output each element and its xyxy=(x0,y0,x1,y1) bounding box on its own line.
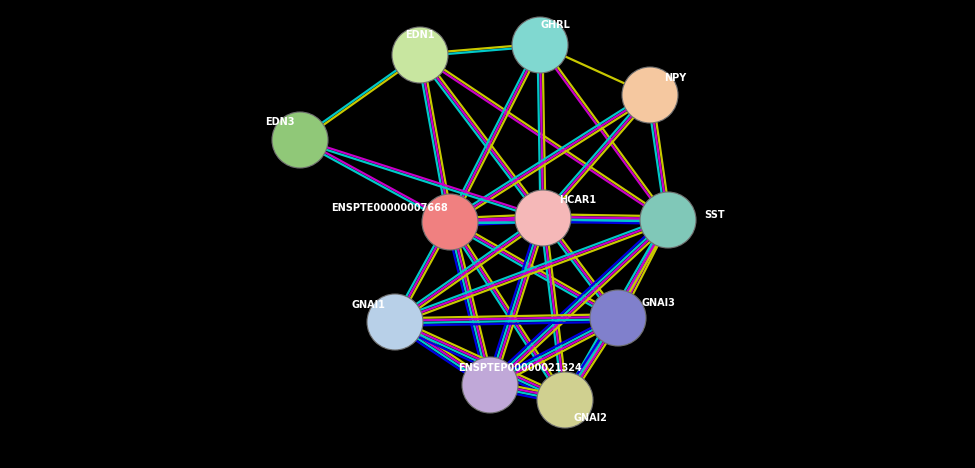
Text: ENSPTEP00000021324: ENSPTEP00000021324 xyxy=(458,363,582,373)
Text: GNAI3: GNAI3 xyxy=(642,298,675,308)
Text: EDN3: EDN3 xyxy=(265,117,294,127)
Circle shape xyxy=(367,294,423,350)
Circle shape xyxy=(512,17,568,73)
Text: SST: SST xyxy=(705,210,725,220)
Text: NPY: NPY xyxy=(664,73,686,83)
Circle shape xyxy=(272,112,328,168)
Text: HCAR1: HCAR1 xyxy=(560,195,597,205)
Circle shape xyxy=(462,357,518,413)
Circle shape xyxy=(422,194,478,250)
Circle shape xyxy=(515,190,571,246)
Text: GHRL: GHRL xyxy=(540,20,570,30)
Text: GNAI1: GNAI1 xyxy=(351,300,385,310)
Circle shape xyxy=(537,372,593,428)
Text: EDN1: EDN1 xyxy=(406,30,435,40)
Text: GNAI2: GNAI2 xyxy=(573,413,606,423)
Text: ENSPTE00000007668: ENSPTE00000007668 xyxy=(332,203,448,213)
Circle shape xyxy=(640,192,696,248)
Circle shape xyxy=(622,67,678,123)
Circle shape xyxy=(590,290,646,346)
Circle shape xyxy=(392,27,448,83)
